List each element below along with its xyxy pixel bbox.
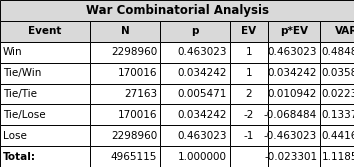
Text: N: N [121,26,129,36]
Text: p: p [191,26,199,36]
Text: -0.023301: -0.023301 [264,152,317,161]
Text: 27163: 27163 [124,89,157,99]
Bar [0,84,90,104]
Text: 170016: 170016 [118,110,157,120]
Bar [268,42,320,63]
Bar [160,84,230,104]
Bar [90,21,160,42]
Bar [230,146,268,167]
Text: Win: Win [3,47,22,57]
Text: EV: EV [241,26,257,36]
Bar [90,125,160,146]
Text: 0.441697: 0.441697 [321,131,354,141]
Bar [160,42,230,63]
Bar [320,104,354,125]
Bar [230,125,268,146]
Bar [0,125,90,146]
Text: 1.118596: 1.118596 [321,152,354,161]
Text: 0.463023: 0.463023 [268,47,317,57]
Text: 2298960: 2298960 [111,47,157,57]
Bar [0,146,90,167]
Bar [268,21,320,42]
Text: -1: -1 [244,131,254,141]
Text: 0.034242: 0.034242 [268,68,317,78]
Bar [320,63,354,84]
Bar [160,21,230,42]
Bar [320,42,354,63]
Bar [268,104,320,125]
Text: 170016: 170016 [118,68,157,78]
Text: 0.463023: 0.463023 [178,131,227,141]
Text: Tie/Tie: Tie/Tie [3,89,37,99]
Bar [230,21,268,42]
Text: p*EV: p*EV [280,26,308,36]
Bar [90,63,160,84]
Text: 1.000000: 1.000000 [178,152,227,161]
Bar [268,125,320,146]
Bar [320,84,354,104]
Text: -0.068484: -0.068484 [264,110,317,120]
Text: 0.010942: 0.010942 [268,89,317,99]
Text: 0.005471: 0.005471 [178,89,227,99]
Text: 0.034242: 0.034242 [178,68,227,78]
Bar [0,0,354,21]
Bar [230,63,268,84]
Text: 1: 1 [246,47,252,57]
Bar [268,146,320,167]
Bar [230,104,268,125]
Bar [90,104,160,125]
Bar [268,63,320,84]
Bar [320,146,354,167]
Text: 0.463023: 0.463023 [178,47,227,57]
Text: War Combinatorial Analysis: War Combinatorial Analysis [86,4,268,17]
Bar [268,84,320,104]
Bar [0,21,90,42]
Text: 4965115: 4965115 [111,152,157,161]
Text: Total:: Total: [3,152,36,161]
Text: Tie/Lose: Tie/Lose [3,110,45,120]
Text: -2: -2 [244,110,254,120]
Bar [90,42,160,63]
Bar [160,146,230,167]
Text: 0.484851: 0.484851 [321,47,354,57]
Text: 2298960: 2298960 [111,131,157,141]
Bar [90,84,160,104]
Text: Event: Event [28,26,62,36]
Bar [0,42,90,63]
Text: 0.133796: 0.133796 [321,110,354,120]
Text: Tie/Win: Tie/Win [3,68,41,78]
Bar [320,21,354,42]
Text: -0.463023: -0.463023 [264,131,317,141]
Text: 0.022396: 0.022396 [322,89,354,99]
Text: 2: 2 [246,89,252,99]
Text: 1: 1 [246,68,252,78]
Text: VAR: VAR [335,26,354,36]
Bar [160,63,230,84]
Bar [160,104,230,125]
Bar [90,146,160,167]
Bar [230,84,268,104]
Bar [0,104,90,125]
Bar [320,125,354,146]
Text: Lose: Lose [3,131,27,141]
Bar [230,42,268,63]
Bar [0,63,90,84]
Text: 0.035856: 0.035856 [322,68,354,78]
Bar [160,125,230,146]
Text: 0.034242: 0.034242 [178,110,227,120]
